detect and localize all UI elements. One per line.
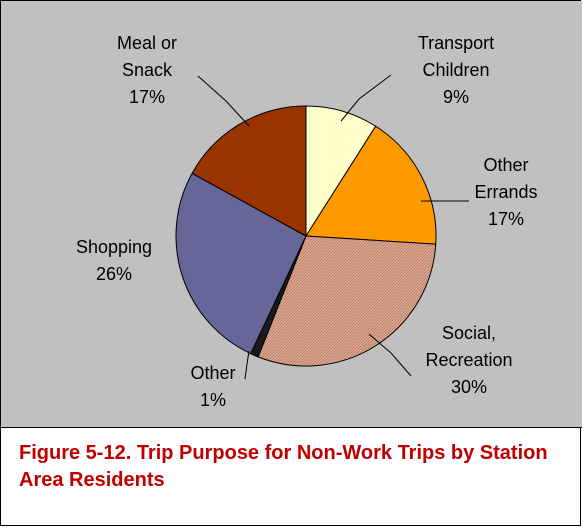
figure-caption: Figure 5-12. Trip Purpose for Non-Work T… [19,442,548,491]
slice-name-meal: Meal or [117,33,177,53]
slice-label-transport: Transport Children 9% [418,33,494,107]
slice-name-social: Social, [442,323,496,343]
slice-value-errands: 17% [488,209,524,229]
slice-value-shopping: 26% [96,264,132,284]
pie-slice-meal [191,105,307,237]
slice-name-social: Recreation [425,350,512,370]
leader-line-social [368,333,412,377]
leader-line-other [244,350,250,380]
slice-label-other: Other 1% [190,363,235,410]
slice-value-other: 1% [200,390,226,410]
pie-slice-social [257,235,437,367]
leader-line-transport [340,74,392,122]
slice-value-transport: 9% [443,87,469,107]
slice-name-other: Other [190,363,235,383]
slice-name-meal: Snack [122,60,173,80]
slice-label-meal: Meal or Snack 17% [117,33,177,107]
slice-label-shopping: Shopping 26% [76,237,152,284]
slice-label-errands: Other Errands 17% [474,155,537,229]
slice-name-transport: Children [422,60,489,80]
slice-name-errands: Other [483,155,528,175]
plot-area: Transport Children 9% Other Errands 17% Social… [1,1,582,428]
slice-value-meal: 17% [129,87,165,107]
slice-label-social: Social, Recreation 30% [425,323,512,397]
pie-chart: Transport Children 9% Other Errands 17% Social… [76,33,538,410]
leader-line-meal [197,75,250,127]
slice-name-errands: Errands [474,182,537,202]
slice-value-social: 30% [451,377,487,397]
slice-name-shopping: Shopping [76,237,152,257]
pie-slice-errands [305,125,437,245]
slice-name-transport: Transport [418,33,494,53]
